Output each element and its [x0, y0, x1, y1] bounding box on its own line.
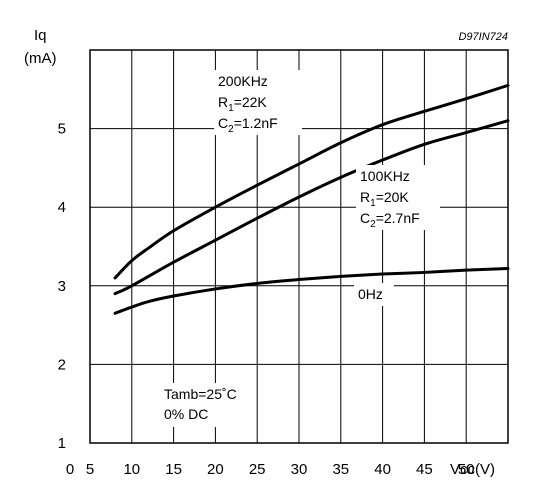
- conditions-bg: [160, 383, 256, 427]
- series-label-bg-200khz: [214, 70, 302, 135]
- curves: [113, 83, 510, 315]
- x-tick-label-5: 5: [86, 461, 94, 478]
- x-axis-title: Vcc(V): [450, 461, 495, 478]
- series-label-200khz-1: R1=22K: [218, 94, 267, 114]
- y-tick-label-1: 1: [58, 435, 66, 452]
- x-tick-label-50: 50: [458, 461, 475, 478]
- series-line-0hz: [113, 267, 510, 315]
- x-tick-label-30: 30: [291, 461, 308, 478]
- y-tick-label-5: 5: [58, 121, 66, 138]
- reference-code: D97IN724: [458, 31, 508, 43]
- x-tick-label-10: 10: [123, 461, 140, 478]
- series-line-200khz: [113, 83, 510, 280]
- x-tick-label-40: 40: [374, 461, 391, 478]
- plot-frame: [89, 49, 509, 444]
- x-tick-label-0: 0: [66, 461, 74, 478]
- series-label-100khz-1: R1=20K: [360, 189, 409, 209]
- series-label-100khz-0: 100KHz: [360, 168, 410, 184]
- y-tick-label-2: 2: [58, 356, 66, 373]
- series-label-100khz-2: C2=2.7nF: [360, 210, 420, 230]
- y-axis-title-line1: Iq: [34, 27, 47, 44]
- y-axis-title-line2: (mA): [24, 50, 57, 67]
- condition-label-0: Tamb=25˚C: [164, 386, 237, 402]
- x-tick-label-45: 45: [416, 461, 433, 478]
- series-label-bg-0hz: [354, 283, 394, 306]
- condition-label-1: 0% DC: [164, 406, 208, 422]
- x-tick-label-15: 15: [165, 461, 182, 478]
- x-tick-label-20: 20: [207, 461, 224, 478]
- x-tick-label-25: 25: [249, 461, 266, 478]
- series-label-200khz-0: 200KHz: [218, 73, 268, 89]
- series-label-0hz-0: 0Hz: [358, 286, 383, 302]
- series-label-bg-100khz: [356, 165, 440, 230]
- y-tick-label-4: 4: [58, 199, 66, 216]
- y-tick-label-3: 3: [58, 278, 66, 295]
- x-tick-label-35: 35: [332, 461, 349, 478]
- series-line-100khz: [113, 119, 510, 296]
- labels: 0 5 10 15 20 25 30 35 40 45 5012345200KHzR1=22KC2=…: [58, 70, 475, 478]
- series-label-200khz-2: C2=1.2nF: [218, 115, 278, 135]
